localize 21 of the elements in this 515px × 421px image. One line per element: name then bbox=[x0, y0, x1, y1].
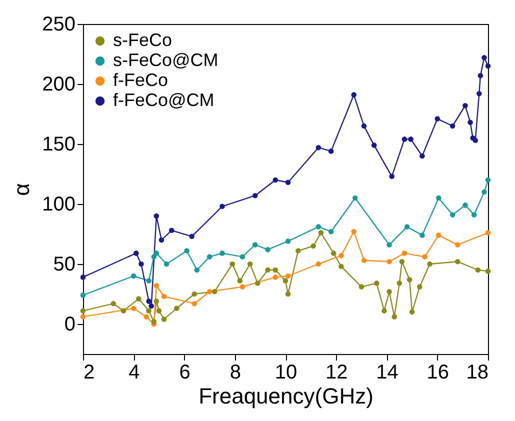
x-tick-label: 10 bbox=[274, 362, 298, 384]
x-tick-label: 16 bbox=[426, 362, 449, 384]
x-tick-label: 2 bbox=[84, 362, 95, 384]
y-tick-label: 150 bbox=[42, 134, 76, 156]
x-tick-label: 12 bbox=[326, 362, 348, 384]
x-tick-label: 6 bbox=[179, 362, 190, 384]
y-tick-label: 0 bbox=[64, 314, 76, 336]
x-tick-label: 18 bbox=[466, 362, 488, 384]
x-axis-title: Freaquency(GHz) bbox=[198, 384, 374, 408]
x-tick-label: 8 bbox=[230, 362, 241, 384]
legend-label: f-FeCo@CM bbox=[113, 90, 214, 110]
legend-label: f-FeCo bbox=[113, 70, 168, 90]
y-tick-label: 50 bbox=[53, 254, 76, 276]
x-tick-label: 4 bbox=[128, 362, 140, 384]
legend-label: s-FeCo bbox=[113, 30, 172, 50]
y-tick-label: 250 bbox=[42, 14, 76, 36]
y-tick-label: 100 bbox=[42, 194, 76, 216]
y-tick-label: 200 bbox=[42, 74, 76, 96]
x-tick-label: 14 bbox=[376, 362, 398, 384]
legend-label: s-FeCo@CM bbox=[113, 50, 218, 70]
y-axis-title: α bbox=[9, 182, 34, 196]
